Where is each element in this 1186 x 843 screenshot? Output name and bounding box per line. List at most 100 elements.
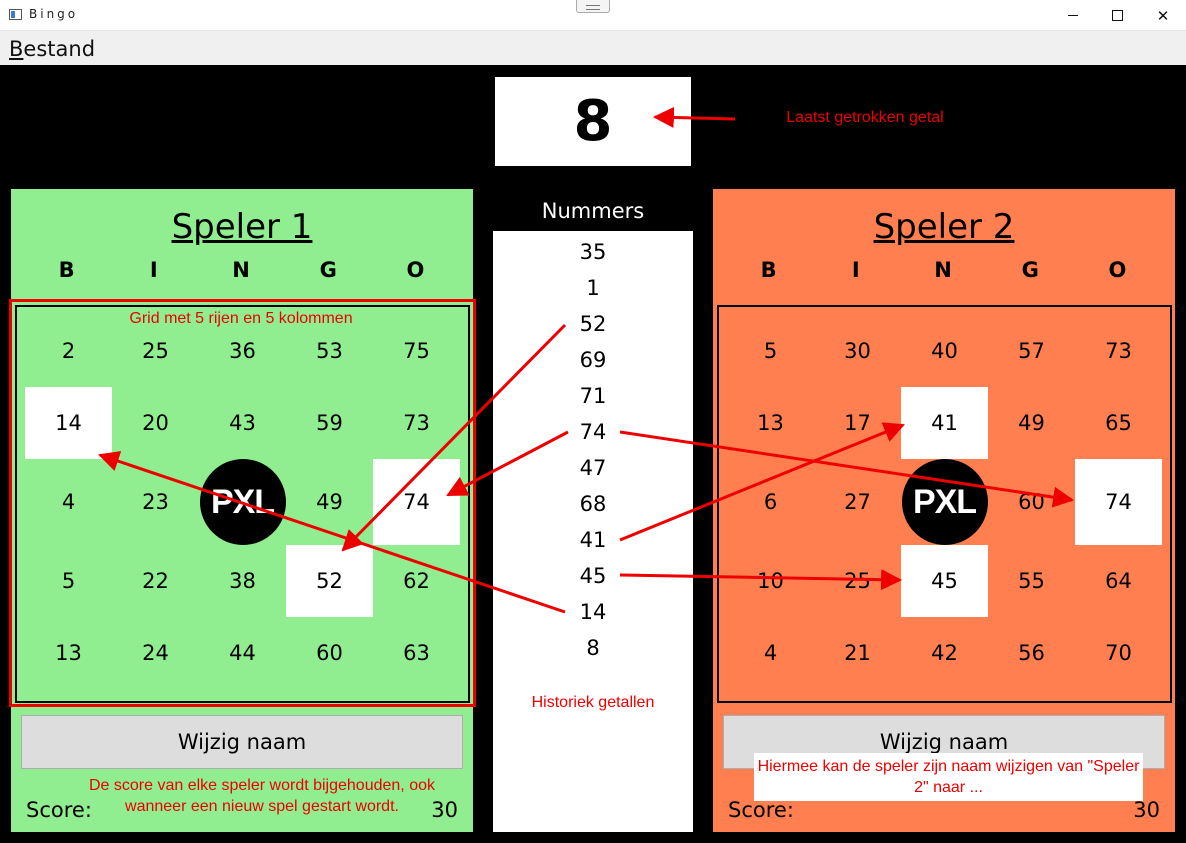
pxl-logo-cell: PXL [901, 459, 988, 545]
grid-cell[interactable]: 27 [844, 490, 871, 514]
grid-cell[interactable]: 63 [403, 641, 430, 665]
grid-cell[interactable]: 73 [403, 411, 430, 435]
history-item: 14 [579, 600, 607, 624]
history-item: 45 [579, 564, 607, 588]
title-bar: Bingo ✕ [0, 0, 1186, 31]
letter-i: I [851, 258, 860, 282]
history-item: 74 [579, 420, 607, 444]
grid-cell[interactable]: 74 [1075, 459, 1162, 545]
bingo-grid: 5 30 40 57 73 13 17 41 49 65 6 27 PXL 60 74 10 25 45 55 64 4… [717, 305, 1172, 703]
grid-cell[interactable]: 53 [316, 339, 343, 363]
app-icon [9, 9, 22, 20]
grid-cell[interactable]: 55 [1018, 569, 1045, 593]
bingo-letters: B I N G O [725, 258, 1161, 288]
letter-b: B [58, 258, 75, 282]
grid-cell[interactable]: 75 [403, 339, 430, 363]
letter-g: G [1021, 258, 1039, 282]
snap-grip-icon[interactable] [576, 0, 610, 13]
letter-n: N [232, 258, 250, 282]
grid-cell[interactable]: 5 [763, 339, 778, 363]
bingo-cells: 2 25 36 53 75 14 20 43 59 73 4 23 PXL 49 74 5 22 38 52 62 13… [25, 315, 460, 695]
annotation-history: Historiek getallen [531, 694, 655, 711]
minimize-button[interactable] [1050, 0, 1096, 31]
bingo-letters: B I N G O [23, 258, 459, 288]
grid-cell[interactable]: 60 [1018, 490, 1045, 514]
letter-o: O [406, 258, 425, 282]
score-value: 30 [1133, 798, 1160, 822]
grid-cell[interactable]: 62 [403, 569, 430, 593]
grid-cell[interactable]: 13 [757, 411, 784, 435]
menu-item-bestand[interactable]: Bestand [9, 37, 96, 61]
grid-cell[interactable]: 57 [1018, 339, 1045, 363]
grid-cell[interactable]: 21 [844, 641, 871, 665]
player-2-panel: Speler 2 B I N G O 5 30 40 57 73 13 17 41 49 65 6 2… [713, 189, 1175, 832]
grid-cell[interactable]: 14 [25, 387, 112, 459]
player-1-name: Speler 1 [171, 207, 313, 247]
menu-bar: Bestand [0, 31, 1186, 65]
grid-cell[interactable]: 41 [901, 387, 988, 459]
grid-cell[interactable]: 38 [229, 569, 256, 593]
grid-cell[interactable]: 30 [844, 339, 871, 363]
pxl-logo-cell: PXL [199, 459, 286, 545]
history-item: 47 [579, 456, 607, 480]
history-item: 1 [586, 276, 600, 300]
letter-b: B [760, 258, 777, 282]
grid-cell[interactable]: 25 [142, 339, 169, 363]
grid-cell[interactable]: 59 [316, 411, 343, 435]
grid-cell[interactable]: 44 [229, 641, 256, 665]
grid-cell[interactable]: 49 [316, 490, 343, 514]
grid-cell[interactable]: 60 [316, 641, 343, 665]
history-item: 8 [586, 636, 600, 660]
grid-cell[interactable]: 13 [55, 641, 82, 665]
grid-cell[interactable]: 45 [901, 545, 988, 617]
grid-cell[interactable]: 20 [142, 411, 169, 435]
grid-cell[interactable]: 2 [61, 339, 76, 363]
history-item: 41 [579, 528, 607, 552]
history-list: 35 1 52 69 71 74 47 68 41 45 14 8 [493, 231, 693, 669]
grid-cell[interactable]: 10 [757, 569, 784, 593]
grid-cell[interactable]: 5 [61, 569, 76, 593]
grid-cell[interactable]: 23 [142, 490, 169, 514]
grid-cell[interactable]: 64 [1105, 569, 1132, 593]
grid-cell[interactable]: 40 [931, 339, 958, 363]
grid-cell[interactable]: 4 [763, 641, 778, 665]
grid-cell[interactable]: 65 [1105, 411, 1132, 435]
grid-cell[interactable]: 25 [844, 569, 871, 593]
grid-cell[interactable]: 49 [1018, 411, 1045, 435]
bingo-cells: 5 30 40 57 73 13 17 41 49 65 6 27 PXL 60 74 10 25 45 55 64 4… [727, 315, 1162, 695]
pxl-logo-icon: PXL [901, 459, 988, 545]
bingo-grid: 2 25 36 53 75 14 20 43 59 73 4 23 PXL 49 74 5 22 38 52 62 13… [15, 305, 470, 703]
score-value: 30 [431, 798, 458, 822]
grid-cell[interactable]: 22 [142, 569, 169, 593]
grid-cell[interactable]: 56 [1018, 641, 1045, 665]
grid-cell[interactable]: 42 [931, 641, 958, 665]
window-title: Bingo [29, 7, 79, 21]
bingo-app: 8 Laatst getrokken getal Speler 1 B I N … [0, 65, 1186, 843]
annotation-grid: Grid met 5 rijen en 5 kolommen [129, 310, 353, 327]
close-button[interactable]: ✕ [1156, 6, 1170, 25]
history-item: 52 [579, 312, 607, 336]
grid-cell[interactable]: 17 [844, 411, 871, 435]
grid-cell[interactable]: 70 [1105, 641, 1132, 665]
pxl-logo-icon: PXL [199, 459, 286, 545]
grid-cell[interactable]: 43 [229, 411, 256, 435]
history-item: 69 [579, 348, 607, 372]
maximize-button[interactable] [1094, 0, 1140, 31]
grid-cell[interactable]: 52 [286, 545, 373, 617]
grid-cell[interactable]: 6 [763, 490, 778, 514]
history-item: 68 [579, 492, 607, 516]
score-label: Score: [26, 798, 92, 822]
player-2-name: Speler 2 [873, 207, 1015, 247]
grid-cell[interactable]: 74 [373, 459, 460, 545]
player-1-panel: Speler 1 B I N G O 2 25 36 53 75 14 20 43 59 73 4 2… [9, 189, 476, 832]
letter-i: I [149, 258, 158, 282]
score-label: Score: [728, 798, 794, 822]
change-name-button[interactable]: Wijzig naam [21, 715, 463, 769]
letter-g: G [319, 258, 337, 282]
grid-cell[interactable]: 36 [229, 339, 256, 363]
grid-cell[interactable]: 4 [61, 490, 76, 514]
last-drawn-number: 8 [495, 77, 691, 166]
annotation-rename-tooltip: Hiermee kan de speler zijn naam wijzigen… [754, 753, 1143, 801]
grid-cell[interactable]: 73 [1105, 339, 1132, 363]
grid-cell[interactable]: 24 [142, 641, 169, 665]
